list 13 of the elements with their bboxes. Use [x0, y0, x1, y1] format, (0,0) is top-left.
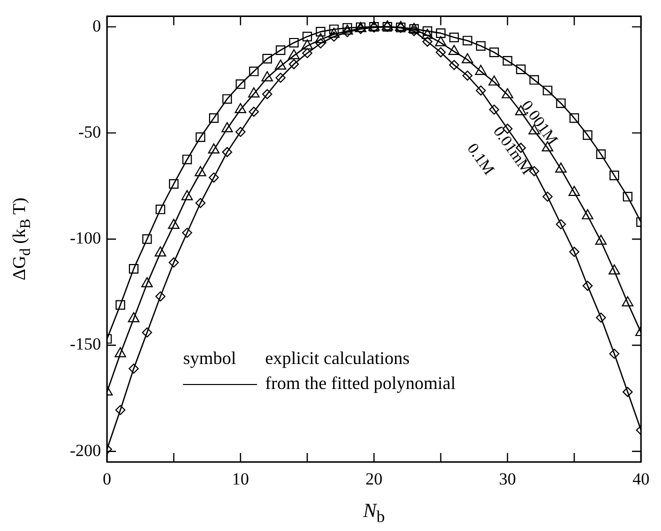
x-tick-label: 10 [232, 470, 249, 489]
y-tick-label: -200 [70, 440, 101, 460]
x-axis-title: N$_{b}$ [363, 500, 385, 527]
x-tick-label: 40 [632, 470, 650, 489]
x-tick-label: 30 [499, 470, 516, 489]
y-tick-label: 0 [92, 16, 101, 36]
annotation: from the fitted polynomial [265, 373, 456, 394]
y-tick-label: -100 [70, 228, 101, 248]
annotation: explicit calculations [265, 348, 410, 370]
x-tick-label: 20 [366, 470, 382, 489]
y-tick-label: -150 [70, 334, 101, 354]
y-tick-label: -50 [78, 122, 101, 142]
annotation: symbol [183, 348, 236, 370]
